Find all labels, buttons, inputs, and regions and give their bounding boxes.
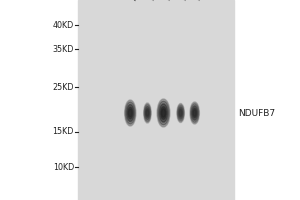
Ellipse shape <box>177 104 184 122</box>
Ellipse shape <box>145 106 150 119</box>
Text: 25KD: 25KD <box>52 83 74 92</box>
Text: 15KD: 15KD <box>52 128 74 136</box>
Ellipse shape <box>146 108 149 117</box>
Ellipse shape <box>144 104 151 121</box>
Ellipse shape <box>193 110 196 116</box>
Ellipse shape <box>157 99 170 127</box>
Text: Mouse heart: Mouse heart <box>195 0 230 2</box>
Text: MCF-7: MCF-7 <box>164 0 184 2</box>
Ellipse shape <box>129 109 132 117</box>
Ellipse shape <box>179 110 182 116</box>
Text: HL-60: HL-60 <box>147 0 168 2</box>
Ellipse shape <box>146 110 148 116</box>
Ellipse shape <box>124 100 136 126</box>
Ellipse shape <box>178 107 183 119</box>
Text: 10KD: 10KD <box>53 162 74 171</box>
Text: A-431: A-431 <box>130 0 151 2</box>
Ellipse shape <box>125 102 135 124</box>
Ellipse shape <box>128 107 133 119</box>
Ellipse shape <box>159 104 168 122</box>
Ellipse shape <box>160 107 166 119</box>
Ellipse shape <box>162 109 165 117</box>
Ellipse shape <box>193 108 197 118</box>
Ellipse shape <box>178 105 184 121</box>
Ellipse shape <box>190 102 200 124</box>
Ellipse shape <box>179 109 182 117</box>
Ellipse shape <box>191 104 199 122</box>
Ellipse shape <box>127 105 134 121</box>
Text: NDUFB7: NDUFB7 <box>238 108 275 117</box>
Text: Mouse brain: Mouse brain <box>181 0 215 2</box>
Bar <box>78 0 234 200</box>
Ellipse shape <box>158 101 169 125</box>
Ellipse shape <box>144 103 151 123</box>
Text: 35KD: 35KD <box>52 45 74 53</box>
Text: 40KD: 40KD <box>53 21 74 29</box>
Ellipse shape <box>192 106 198 120</box>
